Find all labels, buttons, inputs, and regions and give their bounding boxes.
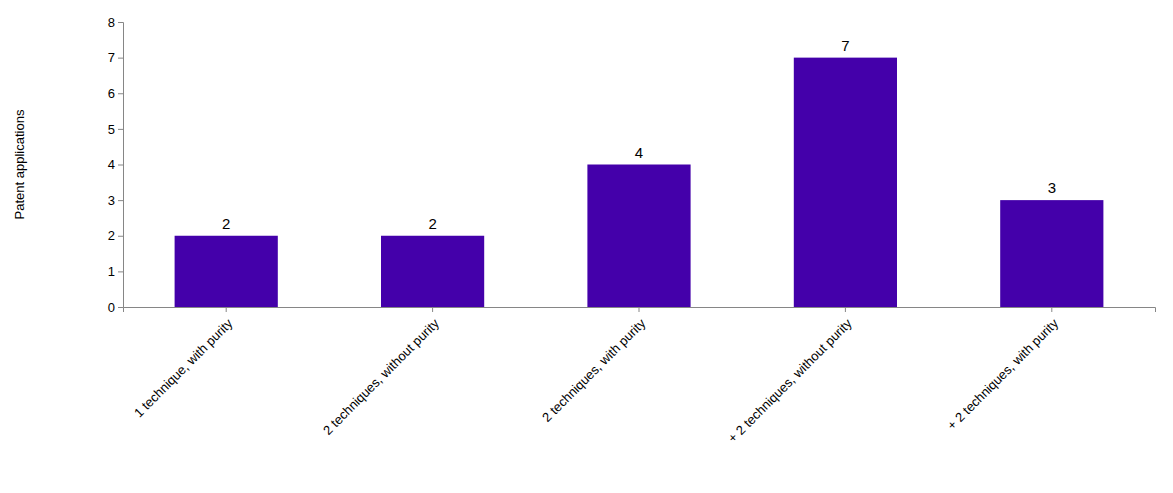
y-tick: 3 bbox=[108, 193, 123, 208]
y-axis: 0 1 2 3 4 5 6 7 8 bbox=[108, 15, 124, 315]
y-tick-label: 4 bbox=[108, 157, 115, 172]
bar bbox=[381, 236, 484, 307]
bars bbox=[175, 58, 1104, 307]
x-tick-mark bbox=[432, 307, 433, 312]
x-tick: 2 techniques, without purity bbox=[320, 307, 442, 438]
x-tick: + 2 techniques, with purity bbox=[944, 307, 1061, 433]
y-tick: 7 bbox=[108, 50, 123, 65]
y-tick-mark bbox=[118, 93, 123, 94]
x-tick-label: 1 technique, with purity bbox=[131, 315, 236, 420]
bar bbox=[587, 165, 690, 308]
y-tick: 1 bbox=[108, 264, 123, 279]
y-tick-label: 0 bbox=[108, 300, 115, 315]
data-labels: 2 2 4 7 3 bbox=[222, 37, 1056, 232]
x-tick-label: + 2 techniques, with purity bbox=[944, 315, 1061, 432]
x-tick: 1 technique, with purity bbox=[131, 307, 236, 420]
x-axis: 1 technique, with purity 2 techniques, wi… bbox=[124, 307, 1156, 446]
y-tick: 5 bbox=[108, 122, 123, 137]
y-tick-label: 5 bbox=[108, 122, 115, 137]
y-tick-mark bbox=[118, 307, 123, 308]
y-tick: 6 bbox=[108, 86, 123, 101]
bar bbox=[1000, 200, 1103, 307]
y-tick: 2 bbox=[108, 228, 123, 243]
y-tick: 0 bbox=[108, 300, 123, 315]
y-tick-mark bbox=[118, 271, 123, 272]
data-label: 2 bbox=[222, 215, 230, 232]
y-axis-line bbox=[118, 23, 124, 308]
y-tick: 8 bbox=[108, 15, 123, 30]
y-tick-label: 2 bbox=[108, 228, 115, 243]
data-label: 2 bbox=[428, 215, 436, 232]
bar bbox=[175, 236, 278, 307]
y-tick-mark bbox=[118, 165, 123, 166]
y-tick-mark bbox=[118, 22, 123, 23]
bar bbox=[794, 58, 897, 307]
data-label: 4 bbox=[635, 144, 643, 161]
y-tick-mark bbox=[118, 58, 123, 59]
y-tick-label: 8 bbox=[108, 15, 115, 30]
y-axis-title: Patent applications bbox=[12, 109, 27, 219]
data-label: 3 bbox=[1048, 179, 1056, 196]
x-tick-label: 2 techniques, with purity bbox=[539, 315, 649, 425]
x-tick: + 2 techniques, without purity bbox=[725, 307, 855, 446]
x-tick-mark bbox=[226, 307, 227, 312]
x-tick-mark bbox=[1051, 307, 1052, 312]
x-tick-mark bbox=[639, 307, 640, 312]
chart: 0 1 2 3 4 5 6 7 8 1 technique, with purity 2 techn… bbox=[0, 0, 1173, 493]
y-tick-mark bbox=[118, 200, 123, 201]
y-tick-label: 6 bbox=[108, 86, 115, 101]
y-tick-label: 3 bbox=[108, 193, 115, 208]
y-tick-mark bbox=[118, 129, 123, 130]
x-tick: 2 techniques, with purity bbox=[539, 307, 649, 425]
data-label: 7 bbox=[841, 37, 849, 54]
y-tick: 4 bbox=[108, 157, 123, 172]
x-tick-label: 2 techniques, without purity bbox=[320, 315, 442, 437]
y-tick-label: 7 bbox=[108, 50, 115, 65]
x-tick-label: + 2 techniques, without purity bbox=[725, 315, 855, 445]
y-tick-label: 1 bbox=[108, 264, 115, 279]
plot: 0 1 2 3 4 5 6 7 8 1 technique, with purity 2 techn… bbox=[108, 15, 1156, 446]
x-tick-mark bbox=[845, 307, 846, 312]
x-axis-line bbox=[124, 308, 1156, 313]
y-tick-mark bbox=[118, 236, 123, 237]
